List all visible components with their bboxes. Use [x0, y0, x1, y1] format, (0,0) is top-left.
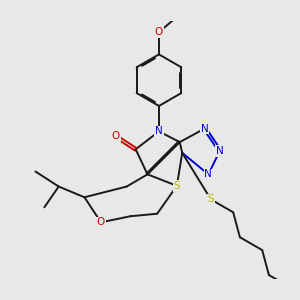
Text: S: S	[173, 181, 180, 191]
Text: O: O	[112, 131, 120, 141]
Text: N: N	[216, 146, 224, 156]
Text: S: S	[208, 194, 214, 204]
Text: N: N	[155, 126, 163, 136]
Text: O: O	[97, 217, 105, 227]
Text: O: O	[155, 27, 163, 37]
Text: N: N	[201, 124, 209, 134]
Text: N: N	[205, 169, 212, 179]
